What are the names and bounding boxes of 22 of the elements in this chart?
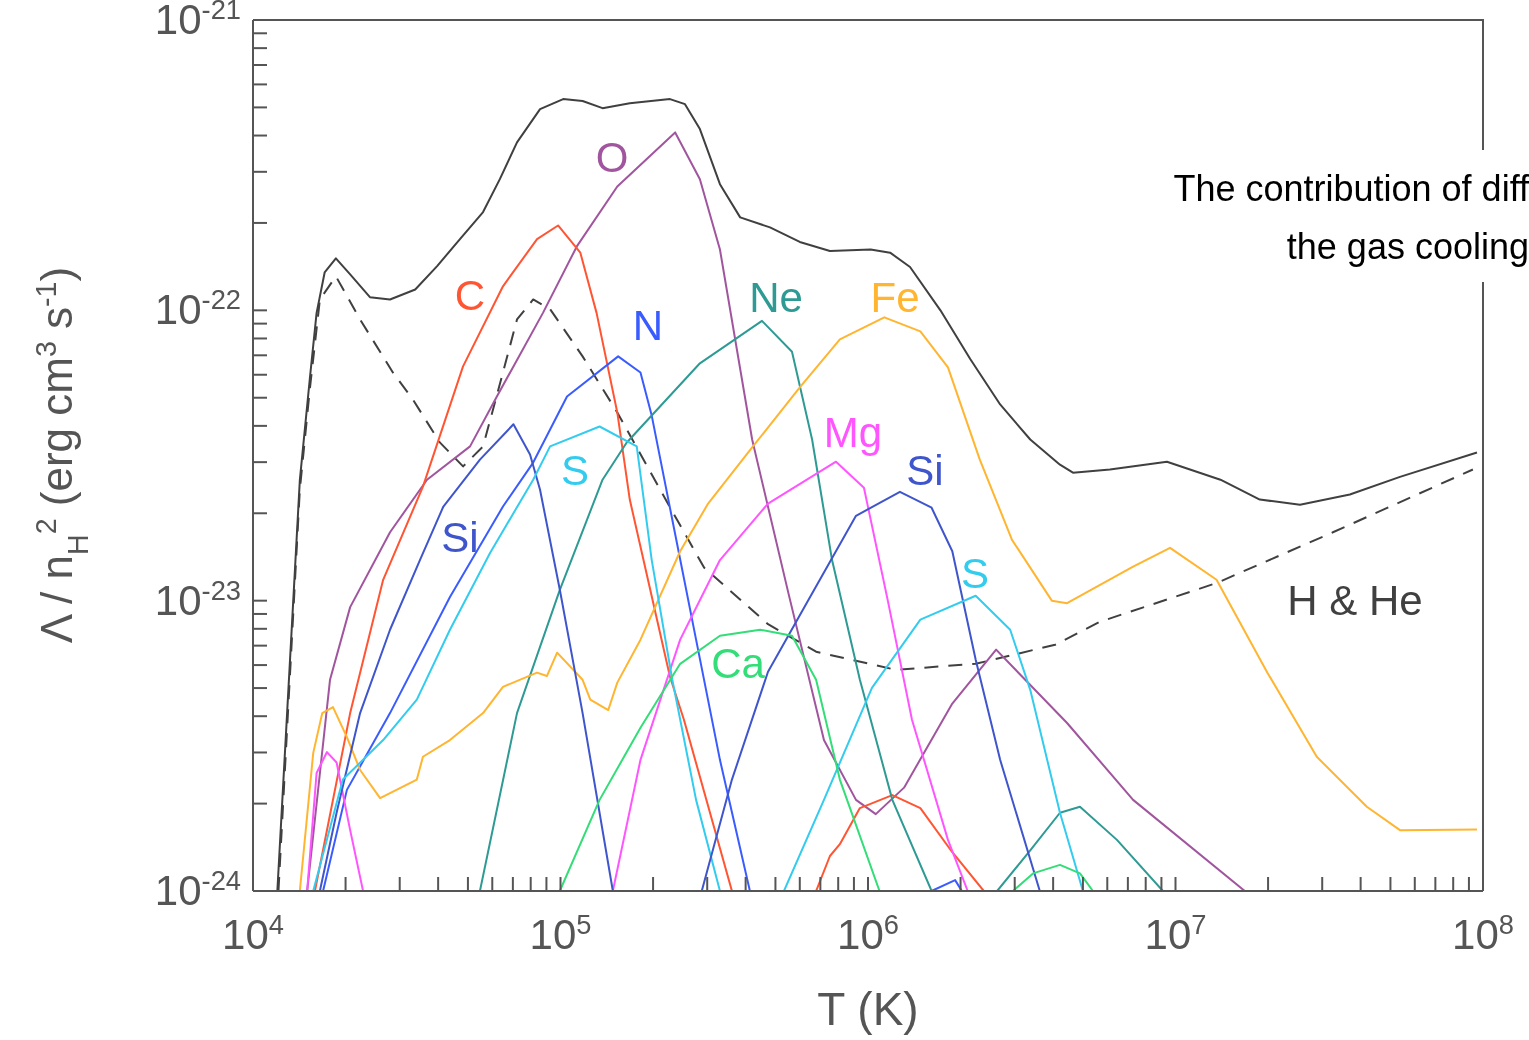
series-label: Ca bbox=[711, 640, 766, 687]
series-label: N bbox=[632, 302, 664, 349]
annotation: The contribution of diff bbox=[1172, 167, 1529, 211]
y-tick-label: 10$^{-22}$ bbox=[154, 283, 241, 334]
series-label: S bbox=[560, 447, 590, 494]
series-label: Fe bbox=[870, 274, 920, 321]
x-tick-label: 10$^{7}$ bbox=[1144, 908, 1207, 958]
series-label: O bbox=[595, 134, 629, 181]
series-label: S bbox=[960, 550, 990, 597]
x-tick-label: 10$^{5}$ bbox=[529, 908, 592, 958]
y-tick-label: 10$^{-21}$ bbox=[154, 0, 241, 43]
series-label: H & He bbox=[1287, 577, 1423, 624]
series-label: Mg bbox=[823, 409, 883, 456]
series-label: Ne bbox=[749, 274, 803, 321]
y-tick-label: 10$^{-23}$ bbox=[154, 574, 241, 624]
series-label: Si bbox=[441, 514, 479, 561]
x-axis-title: T (K) bbox=[817, 983, 919, 1035]
x-tick-label: 10$^{8}$ bbox=[1452, 908, 1514, 958]
annotation: the gas cooling bbox=[1285, 225, 1529, 269]
series-label: Si bbox=[906, 447, 944, 494]
x-tick-label: 10$^{6}$ bbox=[837, 908, 899, 958]
series-label: C bbox=[454, 272, 486, 319]
